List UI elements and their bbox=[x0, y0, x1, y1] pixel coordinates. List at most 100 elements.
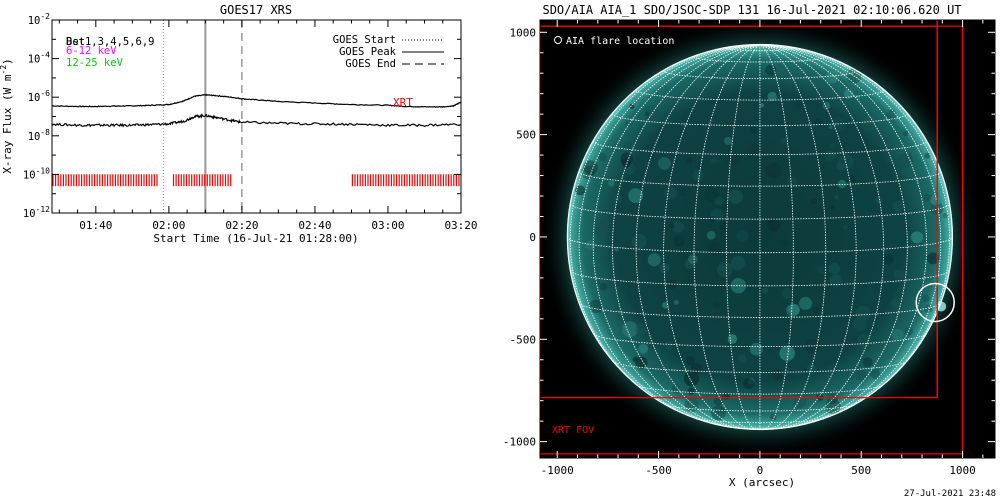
disk-texture-patch bbox=[779, 238, 789, 248]
goes-y-axis: 10-2 10-4 10-6 10-8 10-10 10-12 bbox=[23, 12, 461, 220]
disk-texture-patch bbox=[828, 125, 833, 130]
disk-texture-patch bbox=[724, 383, 731, 390]
disk-texture-patch bbox=[911, 231, 923, 244]
disk-texture-patch bbox=[598, 152, 607, 162]
goes-legend-markers: GOES Start GOES Peak GOES End bbox=[333, 34, 444, 70]
disk-texture-patch bbox=[806, 364, 817, 374]
goes-y-label-text: X-ray Flux (W m bbox=[1, 74, 14, 174]
disk-texture-patch bbox=[662, 301, 669, 309]
longitude-line bbox=[759, 44, 908, 429]
goes-x-tick-label: 02:00 bbox=[152, 219, 185, 232]
goes-x-tick-label: 03:00 bbox=[371, 219, 404, 232]
disk-texture-patch bbox=[825, 398, 841, 415]
aia-image-panel: SDO/AIA AIA_1 SDO/JSOC-SDP 131 16-Jul-20… bbox=[503, 3, 996, 499]
goes-flux-series-1 bbox=[52, 93, 461, 108]
aia-x-tick-label: -500 bbox=[645, 464, 672, 477]
disk-texture-patch bbox=[761, 287, 768, 294]
disk-texture-patch bbox=[585, 240, 596, 251]
disk-texture-patch bbox=[743, 377, 755, 390]
disk-texture-patch bbox=[883, 254, 894, 265]
disk-texture-patch bbox=[706, 230, 716, 240]
disk-texture-patch bbox=[687, 387, 695, 395]
disk-texture-patch bbox=[890, 298, 900, 308]
flare-legend-label: AIA flare location bbox=[566, 36, 674, 47]
xrt-coverage-ticks bbox=[351, 174, 460, 187]
disk-texture-patch bbox=[829, 274, 843, 288]
longitude-line bbox=[569, 44, 760, 411]
longitude-line bbox=[759, 44, 857, 430]
disk-texture-patch bbox=[834, 194, 839, 200]
xrt-coverage-ticks bbox=[172, 174, 232, 187]
disk-texture-patch bbox=[625, 119, 633, 127]
flare-location-marker bbox=[915, 282, 955, 323]
legend-12-25-kev: 12-25 keV bbox=[66, 57, 124, 69]
disk-texture-patch bbox=[836, 162, 845, 171]
disk-texture-patch bbox=[688, 254, 698, 265]
disk-texture-patch bbox=[692, 170, 704, 182]
disk-texture-patch bbox=[870, 369, 881, 380]
disk-texture-patch bbox=[635, 356, 648, 369]
disk-texture-patch bbox=[942, 213, 949, 219]
disk-texture-patch bbox=[765, 162, 782, 179]
disk-texture-patch bbox=[855, 368, 867, 381]
disk-texture-patch bbox=[730, 278, 747, 294]
latitude-line bbox=[664, 404, 855, 412]
disk-texture-patch bbox=[922, 294, 930, 303]
disk-texture-patch bbox=[902, 130, 909, 137]
disk-texture-patch bbox=[892, 328, 904, 341]
disk-texture-patch bbox=[810, 197, 818, 204]
disk-texture-patch bbox=[799, 296, 812, 310]
disk-texture-patch bbox=[853, 317, 867, 332]
xrt-coverage-interval-2 bbox=[172, 174, 232, 187]
disk-texture-patch bbox=[631, 233, 647, 249]
aia-y-tick-label: -500 bbox=[510, 333, 537, 346]
longitude-line bbox=[759, 44, 953, 238]
disk-texture-patch bbox=[772, 369, 783, 381]
disk-texture-patch bbox=[683, 371, 700, 387]
latitude-line bbox=[663, 70, 857, 80]
disk-texture-patch bbox=[893, 269, 904, 280]
disk-texture-patch bbox=[673, 235, 685, 247]
xrt-coverage-ticks bbox=[52, 174, 158, 187]
aia-image bbox=[540, 20, 982, 458]
disk-texture-patch bbox=[712, 301, 721, 309]
disk-texture-patch bbox=[717, 261, 733, 278]
disk-texture-patch bbox=[684, 259, 695, 269]
disk-texture-patch bbox=[723, 205, 728, 210]
aia-x-tick-label: 0 bbox=[757, 464, 764, 477]
disk-texture-patch bbox=[714, 196, 724, 206]
disk-texture-patch bbox=[719, 221, 729, 231]
disk-texture-patch bbox=[629, 103, 635, 109]
longitude-line bbox=[663, 44, 760, 430]
disk-texture-patch bbox=[614, 247, 619, 252]
longitude-line bbox=[759, 44, 928, 428]
aia-x-axis: -1000 -500 0 500 1000 bbox=[541, 20, 984, 477]
disk-texture-patch bbox=[766, 218, 781, 232]
xrt-fov-label: XRT FOV bbox=[552, 425, 594, 436]
goes-x-tick-label: 03:20 bbox=[444, 219, 477, 232]
disk-texture-patch bbox=[892, 200, 904, 212]
goes-x-tick-label: 01:40 bbox=[79, 219, 112, 232]
goes-legend-detectors: Det1,3,4,5,6,9 Bst 6-12 keV 12-25 keV bbox=[66, 36, 155, 69]
disk-texture-patch bbox=[644, 111, 650, 117]
disk-texture-patch bbox=[780, 138, 788, 145]
disk-texture-patch bbox=[621, 158, 631, 168]
disk-texture-patch bbox=[644, 105, 660, 121]
goes-y-tick-label: 10-12 bbox=[23, 205, 50, 220]
disk-texture-patch bbox=[862, 357, 873, 368]
disk-texture-patch bbox=[730, 256, 746, 271]
goes-plot-area bbox=[52, 20, 461, 213]
longitude-line bbox=[592, 44, 760, 428]
disk-texture-patch bbox=[818, 264, 827, 274]
disk-texture-patch bbox=[608, 180, 615, 187]
disk-texture-patch bbox=[793, 395, 807, 409]
disk-texture-patch bbox=[923, 304, 933, 313]
disk-texture-patch bbox=[664, 341, 674, 351]
footer-timestamp: 27-Jul-2021 23:48 bbox=[904, 489, 996, 499]
goes-x-tick-label: 02:40 bbox=[298, 219, 331, 232]
disk-texture-patch bbox=[837, 179, 847, 189]
aia-y-tick-label: -1000 bbox=[503, 436, 536, 449]
disk-texture-patch bbox=[736, 230, 749, 242]
disk-texture-patch bbox=[673, 300, 679, 305]
aia-title: SDO/AIA AIA_1 SDO/JSOC-SDP 131 16-Jul-20… bbox=[542, 3, 961, 17]
